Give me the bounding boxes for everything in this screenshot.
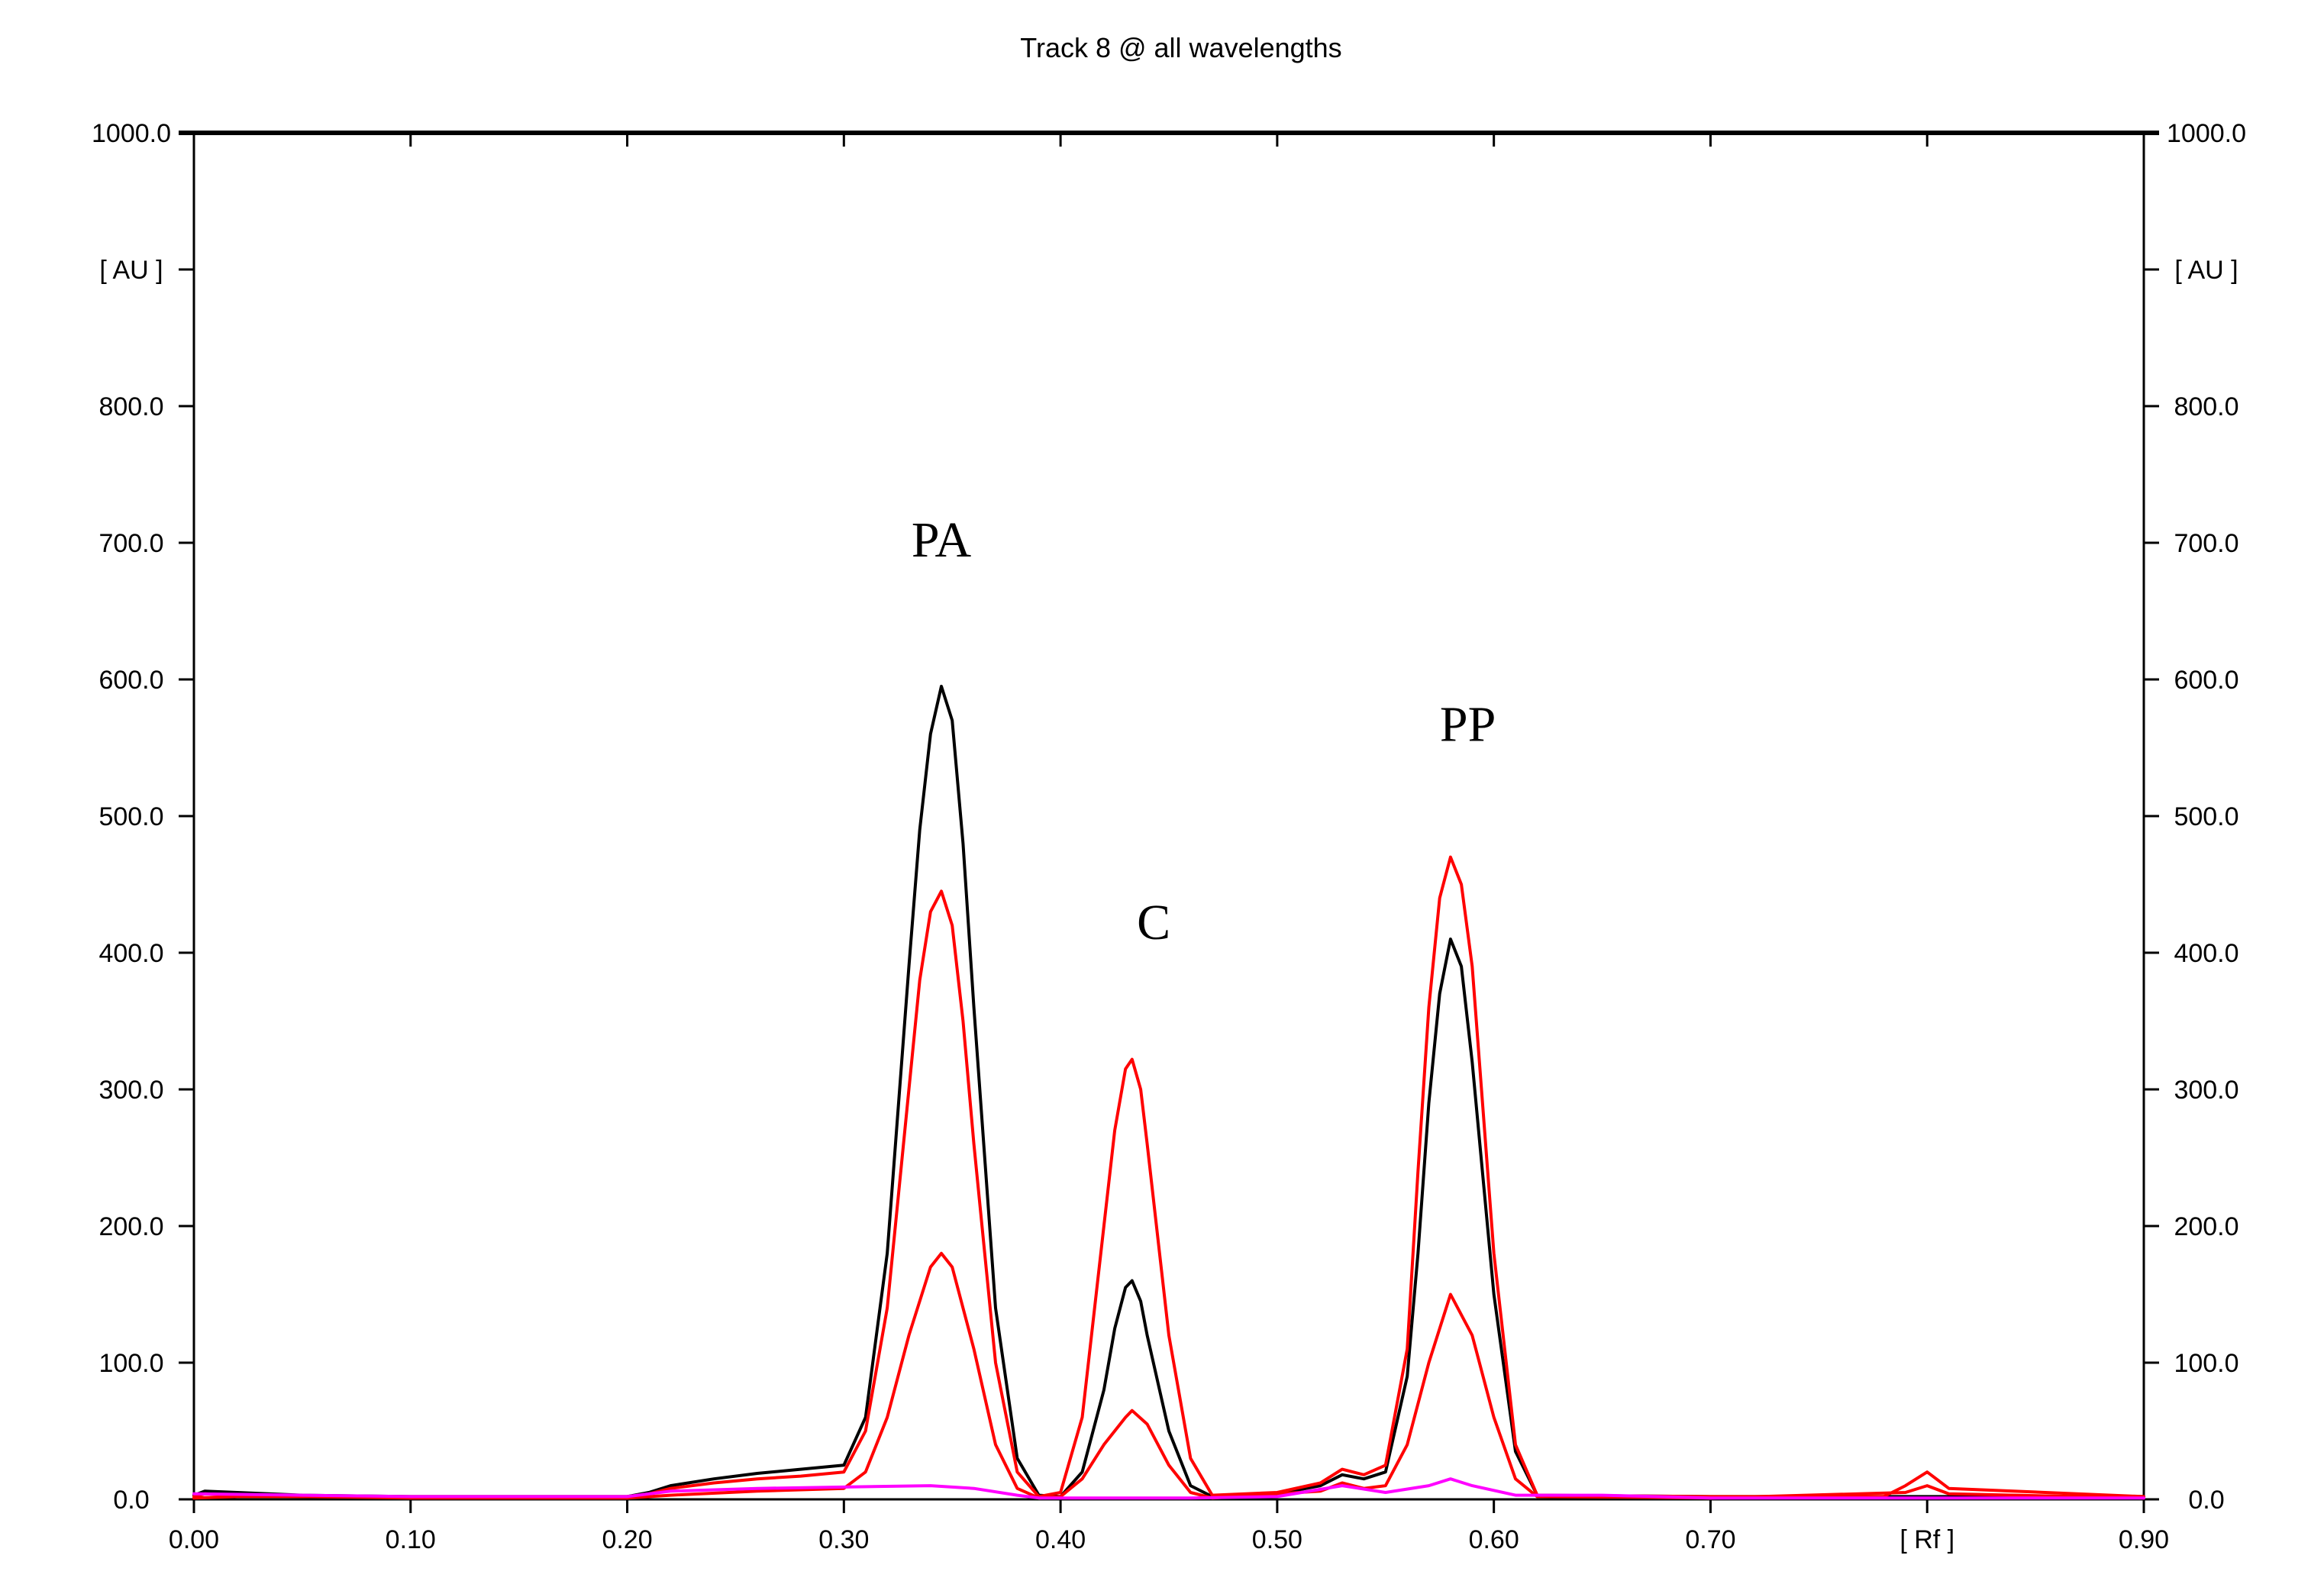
y-tick-label-right: [ AU ]	[2174, 256, 2238, 285]
series-line-1	[192, 685, 2145, 1499]
y-tick-label-left: 500.0	[98, 802, 163, 831]
series-line-4	[192, 1477, 2145, 1500]
peak-label: PP	[1440, 697, 1496, 753]
y-tick-label-right: 400.0	[2174, 939, 2238, 968]
axes-layer: 0.00 0.10 0.20 0.30 0.40 0.50 0.60 0.70 [ Rf ] 0.…	[92, 119, 2246, 1554]
y-tick-label-right: 100.0	[2174, 1349, 2238, 1378]
x-tick-label: 0.50	[1252, 1525, 1302, 1554]
y-tick-label-right: 1000.0	[2167, 119, 2246, 148]
y-tick-label-left: 0.0	[113, 1486, 149, 1515]
x-tick-label: 0.60	[1469, 1525, 1519, 1554]
x-tick-label: 0.00	[169, 1525, 219, 1554]
y-tick-label-right: 600.0	[2174, 666, 2238, 695]
x-tick-label: 0.30	[818, 1525, 869, 1554]
series-layer	[192, 685, 2145, 1500]
y-tick-label-right: 200.0	[2174, 1212, 2238, 1241]
y-tick-label-left: 800.0	[98, 392, 163, 421]
chart-title: Track 8 @ all wavelengths	[1020, 32, 1341, 63]
peak-label: PA	[912, 512, 972, 568]
peak-label: C	[1137, 895, 1170, 950]
y-tick-label-left: 300.0	[98, 1076, 163, 1105]
y-tick-label-right: 500.0	[2174, 802, 2238, 831]
y-tick-label-left: 1000.0	[92, 119, 171, 148]
series-line-3	[192, 1251, 2145, 1500]
annotation-layer: PA C PP	[912, 512, 1496, 950]
y-tick-label-right: 0.0	[2188, 1486, 2224, 1515]
y-tick-label-left: 100.0	[98, 1349, 163, 1378]
series-line-2	[192, 855, 2145, 1499]
x-tick-label: 0.40	[1035, 1525, 1086, 1554]
x-tick-label: 0.90	[2119, 1525, 2169, 1554]
y-tick-label-right: 300.0	[2174, 1076, 2238, 1105]
x-tick-label: 0.70	[1685, 1525, 1735, 1554]
y-tick-label-left: [ AU ]	[99, 256, 163, 285]
y-tick-label-right: 800.0	[2174, 392, 2238, 421]
y-tick-label-right: 700.0	[2174, 529, 2238, 558]
x-tick-label: 0.20	[602, 1525, 652, 1554]
y-tick-label-left: 400.0	[98, 939, 163, 968]
x-tick-label: [ Rf ]	[1900, 1525, 1954, 1554]
y-tick-label-left: 200.0	[98, 1212, 163, 1241]
y-tick-label-left: 700.0	[98, 529, 163, 558]
y-tick-label-left: 600.0	[98, 666, 163, 695]
x-tick-label: 0.10	[386, 1525, 436, 1554]
